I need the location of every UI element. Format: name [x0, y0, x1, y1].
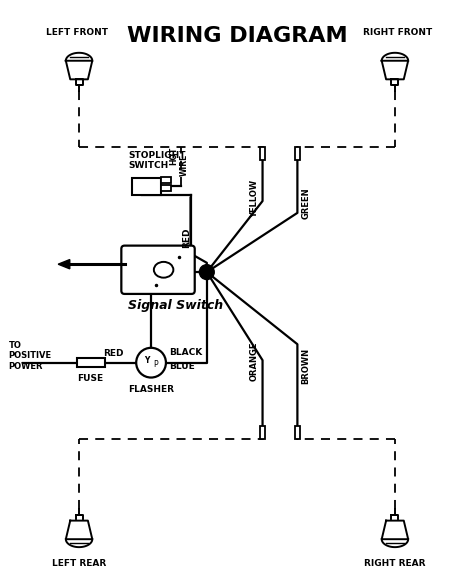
Text: RIGHT FRONT: RIGHT FRONT: [363, 28, 432, 36]
Text: BLUE: BLUE: [169, 362, 194, 371]
Bar: [161, 178, 171, 183]
Text: HOT: HOT: [169, 146, 178, 165]
Text: FUSE: FUSE: [78, 374, 104, 383]
Bar: [260, 147, 265, 160]
Polygon shape: [58, 260, 70, 269]
Text: RED: RED: [103, 349, 124, 358]
Ellipse shape: [154, 262, 173, 278]
Text: P: P: [154, 360, 158, 369]
Text: YELLOW: YELLOW: [250, 180, 259, 218]
Polygon shape: [382, 61, 408, 79]
Text: RIGHT REAR: RIGHT REAR: [364, 558, 426, 568]
Text: WIRE: WIRE: [180, 154, 189, 176]
Bar: [161, 185, 171, 191]
Bar: [132, 178, 161, 195]
Polygon shape: [66, 520, 92, 539]
Text: STOPLIGHT
SWITCH: STOPLIGHT SWITCH: [129, 151, 186, 170]
Bar: [295, 426, 300, 439]
Bar: [77, 358, 105, 367]
Circle shape: [200, 265, 214, 280]
Text: RED: RED: [182, 227, 191, 247]
Text: WIRING DIAGRAM: WIRING DIAGRAM: [127, 26, 347, 46]
Polygon shape: [382, 520, 408, 539]
Text: LEFT FRONT: LEFT FRONT: [46, 28, 108, 36]
Polygon shape: [66, 61, 92, 79]
Circle shape: [136, 348, 166, 377]
FancyBboxPatch shape: [121, 246, 195, 294]
Text: BLACK: BLACK: [169, 348, 202, 357]
Bar: [295, 147, 300, 160]
Text: GREEN: GREEN: [301, 188, 310, 219]
Text: BROWN: BROWN: [301, 348, 310, 384]
Text: Signal Switch: Signal Switch: [128, 299, 223, 312]
Bar: [260, 426, 265, 439]
Text: TO
POSITIVE
POWER: TO POSITIVE POWER: [9, 341, 52, 370]
Text: Y: Y: [144, 356, 150, 365]
Text: FLASHER: FLASHER: [128, 385, 174, 394]
Text: LEFT REAR: LEFT REAR: [52, 558, 106, 568]
Text: ORANGE: ORANGE: [250, 342, 259, 381]
